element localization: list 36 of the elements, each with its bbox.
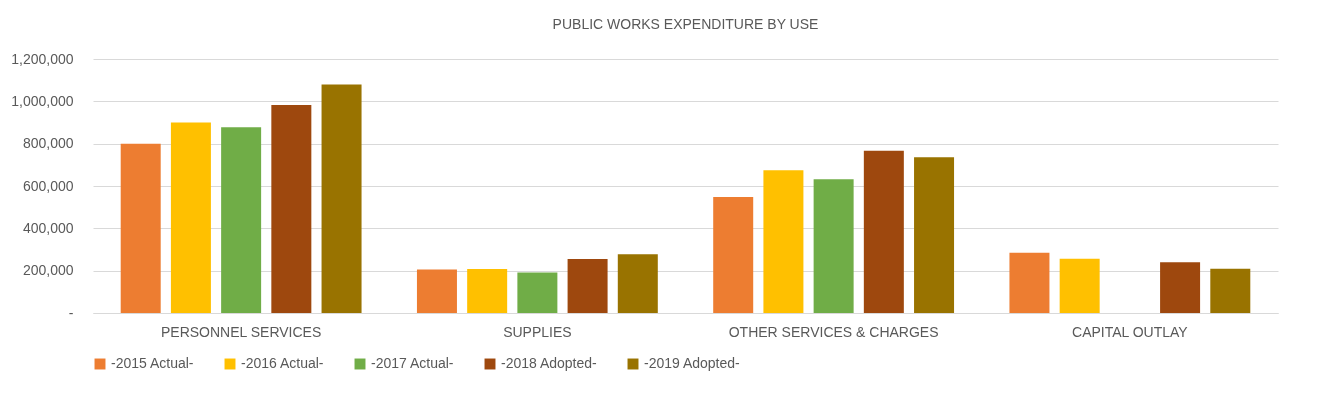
bar [567, 259, 608, 313]
bar [321, 84, 362, 313]
bar [1210, 268, 1251, 313]
y-tick-label: - [68, 304, 74, 321]
legend-label: -2017 Actual- [371, 355, 454, 371]
legend-label: -2015 Actual- [111, 355, 194, 371]
bar [617, 254, 658, 313]
bar [120, 143, 161, 313]
legend-label: -2019 Adopted- [644, 355, 741, 371]
bar [713, 197, 754, 313]
y-tick-label: 400,000 [22, 219, 74, 236]
y-tick-label: 1,000,000 [11, 92, 74, 109]
bar [763, 170, 804, 313]
x-tick-label: CAPITAL OUTLAY [1072, 323, 1189, 340]
bar [1160, 262, 1201, 313]
bar [914, 157, 955, 313]
chart-title: PUBLIC WORKS EXPENDITURE BY USE [552, 16, 819, 32]
bar [221, 127, 262, 313]
y-tick-label: 600,000 [22, 177, 74, 194]
bar [813, 179, 854, 313]
y-tick-label: 800,000 [22, 135, 74, 152]
bar [271, 104, 312, 313]
bar [863, 150, 904, 313]
x-tick-label: OTHER SERVICES & CHARGES [728, 323, 939, 340]
bar [170, 122, 211, 313]
y-tick-label: 1,200,000 [11, 50, 74, 67]
x-tick-label: SUPPLIES [503, 323, 572, 340]
bar [416, 269, 457, 313]
bar [517, 272, 558, 313]
y-tick-label: 200,000 [22, 262, 74, 279]
legend-label: -2016 Actual- [241, 355, 324, 371]
legend-label: -2018 Adopted- [501, 355, 598, 371]
bar [1059, 258, 1100, 313]
bar [1009, 252, 1050, 313]
bar [467, 268, 508, 313]
x-tick-label: PERSONNEL SERVICES [160, 323, 322, 340]
